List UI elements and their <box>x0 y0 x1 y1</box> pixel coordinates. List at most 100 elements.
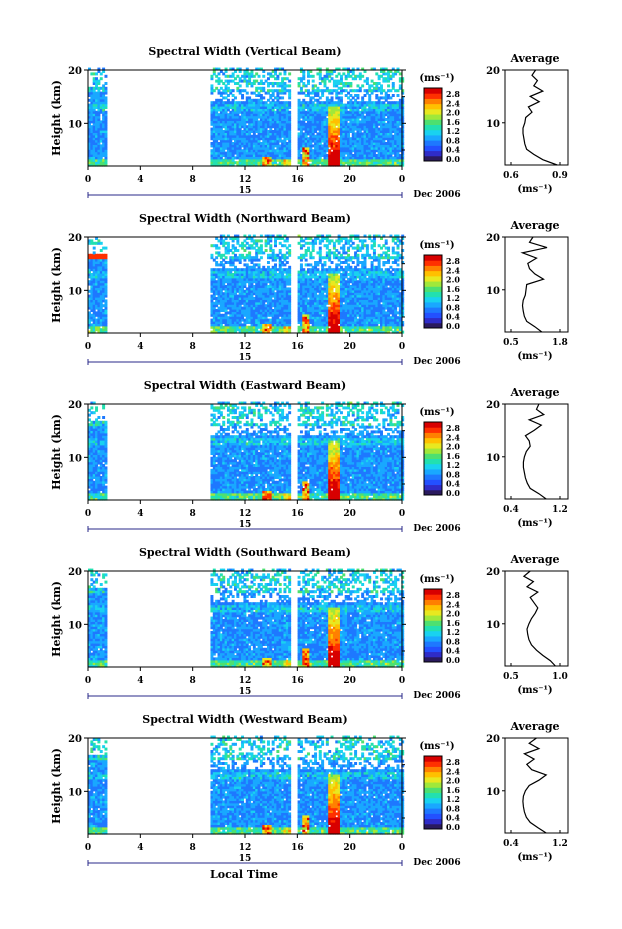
heatmap-cell <box>259 125 263 129</box>
heatmap-cell <box>234 118 237 121</box>
heatmap-cell <box>222 313 226 317</box>
heatmap-cell <box>226 156 230 160</box>
heatmap-cell <box>347 101 351 105</box>
heatmap-cell <box>245 277 249 281</box>
heatmap-cell <box>245 268 249 272</box>
heatmap-cell <box>269 151 273 155</box>
heatmap-cell <box>217 158 221 162</box>
heatmap-cell <box>299 304 303 308</box>
heatmap-cell <box>398 118 402 121</box>
heatmap-cell <box>283 268 287 272</box>
heatmap-cell <box>224 108 228 112</box>
heatmap-cell <box>92 328 96 332</box>
average-x-label: (ms⁻¹) <box>517 184 552 195</box>
heatmap-cell <box>391 134 395 138</box>
heatmap-cell <box>102 321 106 324</box>
heatmap-cell <box>377 115 381 119</box>
heatmap-cell <box>255 144 259 148</box>
heatmap-cell <box>229 103 233 107</box>
heatmap-cell <box>212 122 216 126</box>
heatmap-cell <box>391 151 395 155</box>
heatmap-cell <box>102 316 106 320</box>
heatmap-cell <box>396 127 400 131</box>
heatmap-cell <box>288 282 292 286</box>
heatmap-cell <box>391 74 395 78</box>
heatmap-cell <box>92 158 96 162</box>
heatmap-cell <box>262 89 266 93</box>
heatmap-cell <box>370 113 374 117</box>
heatmap-cell <box>97 256 101 260</box>
heatmap-cell <box>351 142 355 145</box>
heatmap-cell <box>318 115 322 119</box>
heatmap-cell <box>276 120 280 124</box>
heatmap-cell <box>349 273 353 276</box>
heatmap-cell <box>215 282 219 286</box>
heatmap-cell <box>347 146 351 150</box>
heatmap-cell <box>370 134 374 138</box>
heatmap-cell <box>325 72 329 76</box>
heatmap-cell <box>302 299 306 303</box>
heatmap-cell <box>370 125 374 129</box>
heatmap-cell <box>297 270 301 274</box>
heatmap-cell <box>285 277 289 281</box>
heatmap-cell <box>226 144 230 148</box>
heatmap-cell <box>342 294 346 298</box>
heatmap-cell <box>281 158 285 162</box>
heatmap-cell <box>250 149 254 153</box>
heatmap-cell <box>321 139 325 143</box>
heatmap-cell <box>321 297 325 300</box>
heatmap-cell <box>382 139 386 143</box>
heatmap-cell <box>372 86 376 90</box>
heatmap-cell <box>102 101 106 105</box>
heatmap-cell <box>271 154 275 157</box>
heatmap-cell <box>259 142 263 145</box>
heatmap-cell <box>210 161 214 165</box>
heatmap-cell <box>321 94 325 97</box>
heatmap-cell <box>337 280 341 284</box>
heatmap-cell <box>389 118 393 121</box>
heatmap-cell <box>356 142 360 145</box>
heatmap-cell <box>375 113 379 117</box>
heatmap-cell <box>311 301 315 305</box>
heatmap-cell <box>102 275 106 279</box>
heatmap-cell <box>99 311 103 315</box>
heatmap-cell <box>304 292 308 296</box>
heatmap-cell <box>311 101 315 105</box>
heatmap-cell <box>297 273 301 276</box>
heatmap-cell <box>210 118 214 121</box>
heatmap-cell <box>104 309 108 312</box>
heatmap-cell <box>231 261 235 264</box>
heatmap-cell <box>274 72 277 76</box>
heatmap-cell <box>335 144 339 148</box>
heatmap-cell <box>248 127 252 131</box>
heatmap-cell <box>234 301 237 305</box>
heatmap-cell <box>347 246 351 250</box>
heatmap-cell <box>325 130 329 133</box>
heatmap-cell <box>271 110 275 114</box>
heatmap-cell <box>276 84 280 88</box>
heatmap-cell <box>238 297 242 300</box>
heatmap-cell <box>243 122 247 126</box>
heatmap-cell <box>224 316 228 320</box>
heatmap-cell <box>264 130 268 133</box>
heatmap-cell <box>255 142 259 145</box>
x-tick-label: 0 <box>85 175 91 185</box>
heatmap-cell <box>102 287 106 291</box>
heatmap-cell <box>271 70 275 73</box>
heatmap-cell <box>222 144 226 148</box>
heatmap-cell <box>380 120 383 124</box>
heatmap-cell <box>368 86 372 90</box>
heatmap-cell <box>363 142 367 145</box>
heatmap-cell <box>266 113 270 117</box>
heatmap-cell <box>330 299 334 303</box>
heatmap-cell <box>231 256 235 260</box>
heatmap-cell <box>307 94 310 97</box>
heatmap-cell <box>266 330 270 334</box>
heatmap-cell <box>323 275 327 279</box>
heatmap-cell <box>332 144 336 148</box>
heatmap-cell <box>210 244 214 248</box>
heatmap-cell <box>219 268 223 272</box>
heatmap-cell <box>102 96 106 100</box>
heatmap-cell <box>321 137 325 141</box>
heatmap-cell <box>222 110 226 114</box>
